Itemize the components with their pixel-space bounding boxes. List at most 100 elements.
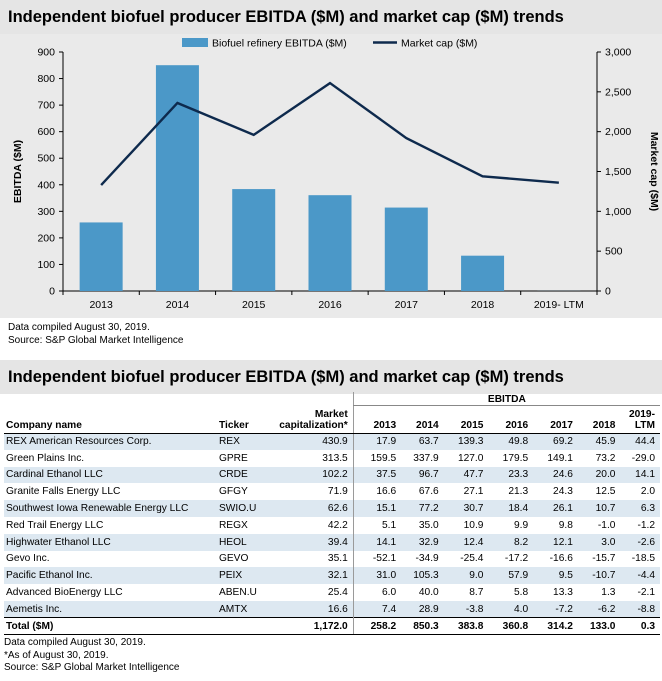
cell-ebitda-2014: 337.9: [413, 452, 439, 464]
cell-company: Gevo Inc.: [6, 553, 50, 565]
cell-ebitda-2016: -17.2: [504, 553, 529, 565]
cell-ebitda-2014: 35.0: [418, 519, 439, 531]
header-row: Company name Ticker Market capitalization…: [4, 405, 660, 434]
cell-ebitda-2013: 15.1: [352, 500, 402, 517]
cell-ebitda-2016: 49.8: [488, 433, 534, 450]
cell-market-cap: 430.9: [272, 433, 354, 450]
ebitda-bar: [384, 207, 428, 291]
cell-market-cap: 102.2: [272, 466, 354, 484]
cell-ebitda-2015: 47.7: [443, 466, 489, 484]
table-note-asof: *As of August 30, 2019.: [4, 649, 109, 661]
cell-ebitda-2016: 21.3: [508, 486, 529, 498]
y-tick-label-left: 800: [37, 73, 55, 85]
cell-ticker: SWIO.U: [216, 500, 273, 517]
cell-ebitda-2014: 67.6: [418, 486, 439, 498]
cell-ebitda-2014: 32.9: [401, 533, 444, 551]
cell-ebitda-2018: -15.7: [592, 553, 616, 565]
header-market-cap-line1: Market: [314, 408, 348, 420]
table-notes: Data compiled August 30, 2019. *As of Au…: [4, 637, 660, 675]
cell-company: Pacific Ethanol Inc.: [4, 567, 217, 585]
cell-market-cap: 35.1: [327, 553, 348, 565]
ebitda-bar: [232, 189, 276, 291]
cell-ticker: GFGY: [218, 486, 248, 498]
cell-ebitda-ltm: -8.8: [620, 600, 660, 618]
cell-ebitda-2017: 12.1: [533, 533, 578, 551]
header-ltm: 2019- LTM: [620, 405, 660, 434]
cell-ebitda-2013: 37.5: [352, 466, 402, 484]
y-tick-label-right: 2,500: [605, 86, 631, 98]
cell-ebitda-2013: 31.0: [352, 567, 402, 585]
cell-market-cap: 42.2: [327, 519, 348, 531]
table-row: Green Plains Inc. GPRE 313.5 159.5 337.9 127.…: [4, 449, 660, 467]
cell-ebitda-ltm: -2.1: [637, 587, 655, 599]
cell-ebitda-2017: 9.8: [558, 519, 573, 531]
table-note-source: Source: S&P Global Market Intelligence: [4, 662, 180, 674]
cell-ebitda-2014: 28.9: [401, 600, 444, 618]
y-tick-label-right: 1,500: [605, 166, 631, 178]
ebitda-bar: [461, 255, 505, 291]
cell-company: Total ($M): [4, 617, 217, 636]
cell-ebitda-2017: 314.2: [533, 617, 578, 636]
table-row: Gevo Inc. GEVO 35.1 -52.1 -34.9 -25.4 -17.2 -16…: [4, 550, 660, 568]
cell-ebitda-2017: -16.6: [549, 553, 573, 565]
cell-ebitda-2018: 133.0: [577, 617, 621, 636]
cell-ebitda-2017: 149.1: [547, 452, 573, 464]
table-container: EBITDA Company name Ticker Market capital…: [4, 392, 660, 675]
cell-ebitda-2017: 69.2: [533, 433, 578, 450]
cell-ebitda-2016: 5.8: [513, 587, 529, 599]
cell-ebitda-ltm: 14.1: [620, 466, 660, 484]
header-market-cap: Market capitalization*: [272, 405, 354, 434]
cell-ebitda-2016: 57.9: [488, 567, 534, 585]
legend-bar-label: Biofuel refinery EBITDA ($M): [212, 38, 347, 50]
cell-ebitda-ltm: -1.2: [637, 519, 655, 531]
cell-ebitda-2015: 10.9: [463, 519, 484, 531]
y-tick-label-left: 200: [37, 232, 55, 244]
cell-market-cap: 62.6: [272, 500, 354, 517]
cell-ebitda-2018: 10.7: [577, 500, 621, 517]
x-tick-label: 2015: [242, 299, 266, 311]
cell-market-cap: 25.4: [327, 587, 348, 599]
y-tick-label-right: 500: [605, 246, 623, 258]
header-2016: 2016: [488, 405, 534, 434]
chart-title: Independent biofuel producer EBITDA ($M)…: [0, 0, 662, 34]
chart-svg: 0 100 200 300 400 500 600 700 800 900 0 500 1,000 1,5…: [12, 38, 660, 312]
cell-ticker: CRDE: [216, 466, 273, 484]
cell-ticker: AMTX: [216, 600, 273, 618]
ebitda-bar: [155, 65, 199, 291]
cell-ebitda-2013: 6.0: [352, 584, 402, 601]
y-tick-label-right: 3,000: [605, 47, 631, 59]
cell-ebitda-2013: 258.2: [352, 617, 402, 636]
y-tick-label-left: 600: [37, 126, 55, 138]
legend-line-label: Market cap ($M): [401, 38, 477, 50]
cell-ebitda-2016: 18.4: [488, 500, 534, 517]
cell-ebitda-ltm: -2.6: [620, 533, 660, 551]
table-row: Pacific Ethanol Inc. PEIX 32.1 31.0 105.3 9.0…: [4, 567, 660, 585]
cell-company: Southwest Iowa Renewable Energy LLC: [4, 500, 217, 517]
cell-ebitda-2017: 9.5: [533, 567, 578, 585]
table-row: Granite Falls Energy LLC GFGY 71.9 16.6 67.6…: [4, 483, 660, 501]
y-tick-label-left: 300: [37, 206, 55, 218]
cell-ebitda-2013: 7.4: [352, 600, 402, 618]
chart-notes: Data compiled August 30, 2019. Source: S…: [8, 322, 183, 347]
chart-note-compiled: Data compiled August 30, 2019.: [8, 322, 150, 333]
header-2017: 2017: [533, 405, 578, 434]
cell-ebitda-2013: 159.5: [352, 449, 402, 467]
y-tick-label-left: 0: [49, 286, 55, 298]
y-tick-label-left: 700: [37, 100, 55, 112]
cell-ebitda-ltm: 2.0: [640, 486, 655, 498]
cell-ebitda-2016: 179.5: [502, 452, 529, 464]
y-axis-title-left: EBITDA ($M): [12, 140, 24, 203]
cell-ebitda-2015: 27.1: [463, 486, 484, 498]
y-tick-label-right: 2,000: [605, 126, 631, 138]
cell-ebitda-2018: 1.3: [601, 587, 616, 599]
x-tick-label: 2018: [471, 299, 495, 311]
table-row: Advanced BioEnergy LLC ABEN.U 25.4 6.0 40.0 8…: [4, 584, 660, 601]
cell-market-cap: 71.9: [327, 486, 348, 498]
cell-ebitda-ltm: 6.3: [620, 500, 660, 517]
cell-ebitda-2015: 12.4: [443, 533, 489, 551]
header-company: Company name: [4, 405, 217, 434]
table-row: Southwest Iowa Renewable Energy LLC SWIO.…: [4, 500, 660, 517]
header-ltm-line1: 2019-: [628, 408, 655, 420]
header-market-cap-line2: capitalization*: [279, 419, 348, 431]
x-tick-label: 2013: [89, 299, 113, 311]
